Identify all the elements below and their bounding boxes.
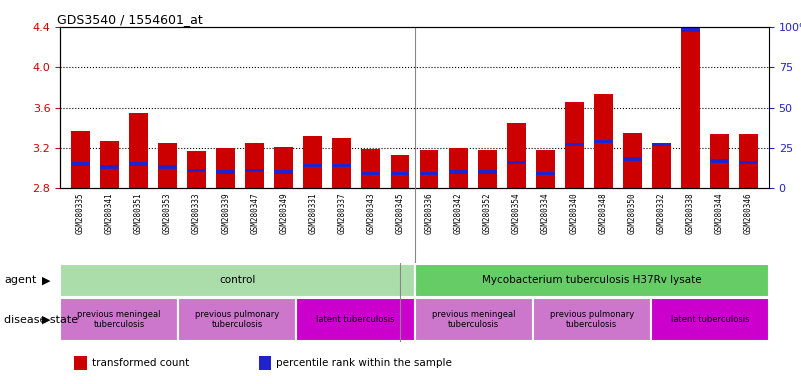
Text: GSM280341: GSM280341 (105, 192, 114, 233)
Bar (533, 298, 650, 341)
Bar (100, 166, 119, 169)
Bar (178, 298, 296, 341)
Bar (477, 150, 497, 188)
Bar (332, 138, 352, 188)
Text: GSM280353: GSM280353 (163, 192, 172, 233)
Text: disease state: disease state (4, 314, 78, 325)
Bar (623, 157, 642, 161)
Text: GSM280350: GSM280350 (628, 192, 637, 233)
Bar (536, 172, 555, 175)
Text: GSM280346: GSM280346 (744, 192, 753, 233)
Bar (361, 172, 380, 175)
Text: GSM280339: GSM280339 (221, 192, 230, 233)
Bar (158, 143, 177, 188)
Bar (187, 169, 206, 172)
Bar (449, 148, 468, 188)
Bar (623, 133, 642, 188)
Bar (274, 147, 293, 188)
Bar (71, 131, 90, 188)
Bar (391, 172, 409, 175)
Bar (420, 150, 438, 188)
Bar (216, 170, 235, 174)
Bar (187, 151, 206, 188)
Text: GDS3540 / 1554601_at: GDS3540 / 1554601_at (57, 13, 203, 26)
Bar (391, 155, 409, 188)
Bar (565, 143, 584, 146)
Bar (565, 103, 584, 188)
Text: ▶: ▶ (42, 314, 51, 325)
Bar (332, 164, 352, 167)
Bar (71, 162, 90, 166)
Bar (594, 94, 613, 188)
Bar (74, 356, 87, 370)
Bar (507, 122, 525, 188)
Bar (361, 149, 380, 188)
Text: GSM280335: GSM280335 (76, 192, 85, 233)
Bar (681, 28, 700, 32)
Text: GSM280352: GSM280352 (483, 192, 492, 233)
Bar (129, 113, 148, 188)
Text: GSM280345: GSM280345 (396, 192, 405, 233)
Bar (274, 170, 293, 174)
Bar (507, 161, 525, 164)
Text: GSM280332: GSM280332 (657, 192, 666, 233)
Text: previous pulmonary
tuberculosis: previous pulmonary tuberculosis (549, 310, 634, 329)
Bar (652, 145, 671, 188)
Text: control: control (219, 275, 256, 285)
Text: GSM280354: GSM280354 (512, 192, 521, 233)
Bar (650, 298, 769, 341)
Bar (652, 143, 671, 146)
Text: GSM280338: GSM280338 (686, 192, 695, 233)
Text: GSM280336: GSM280336 (425, 192, 433, 233)
Text: GSM280331: GSM280331 (308, 192, 317, 233)
Text: previous pulmonary
tuberculosis: previous pulmonary tuberculosis (195, 310, 280, 329)
Text: GSM280333: GSM280333 (192, 192, 201, 233)
Bar (415, 298, 533, 341)
Bar (304, 136, 322, 188)
Text: previous meningeal
tuberculosis: previous meningeal tuberculosis (432, 310, 515, 329)
Bar (245, 143, 264, 188)
Bar (129, 162, 148, 166)
Bar (710, 159, 729, 162)
Text: GSM280344: GSM280344 (715, 192, 724, 233)
Bar (304, 164, 322, 167)
Bar (259, 356, 272, 370)
Text: GSM280342: GSM280342 (453, 192, 463, 233)
Bar (60, 264, 415, 297)
Bar (100, 141, 119, 188)
Text: Mycobacterium tuberculosis H37Rv lysate: Mycobacterium tuberculosis H37Rv lysate (482, 275, 702, 285)
Text: previous meningeal
tuberculosis: previous meningeal tuberculosis (78, 310, 161, 329)
Text: GSM280343: GSM280343 (366, 192, 376, 233)
Text: latent tuberculosis: latent tuberculosis (316, 315, 395, 324)
Bar (60, 298, 178, 341)
Bar (739, 161, 758, 164)
Bar (296, 298, 415, 341)
Text: GSM280337: GSM280337 (337, 192, 346, 233)
Bar (216, 148, 235, 188)
Text: ▶: ▶ (42, 275, 51, 285)
Bar (739, 134, 758, 188)
Text: GSM280348: GSM280348 (599, 192, 608, 233)
Text: GSM280334: GSM280334 (541, 192, 549, 233)
Bar (710, 134, 729, 188)
Text: transformed count: transformed count (92, 358, 189, 368)
Text: GSM280351: GSM280351 (134, 192, 143, 233)
Text: GSM280349: GSM280349 (280, 192, 288, 233)
Bar (536, 150, 555, 188)
Bar (477, 170, 497, 174)
Text: percentile rank within the sample: percentile rank within the sample (276, 358, 452, 368)
Text: agent: agent (4, 275, 36, 285)
Bar (420, 172, 438, 175)
Bar (245, 169, 264, 172)
Text: GSM280340: GSM280340 (570, 192, 579, 233)
Text: GSM280347: GSM280347 (250, 192, 260, 233)
Bar (681, 29, 700, 188)
Bar (415, 264, 769, 297)
Bar (594, 139, 613, 143)
Bar (158, 166, 177, 169)
Bar (449, 170, 468, 174)
Text: latent tuberculosis: latent tuberculosis (670, 315, 749, 324)
